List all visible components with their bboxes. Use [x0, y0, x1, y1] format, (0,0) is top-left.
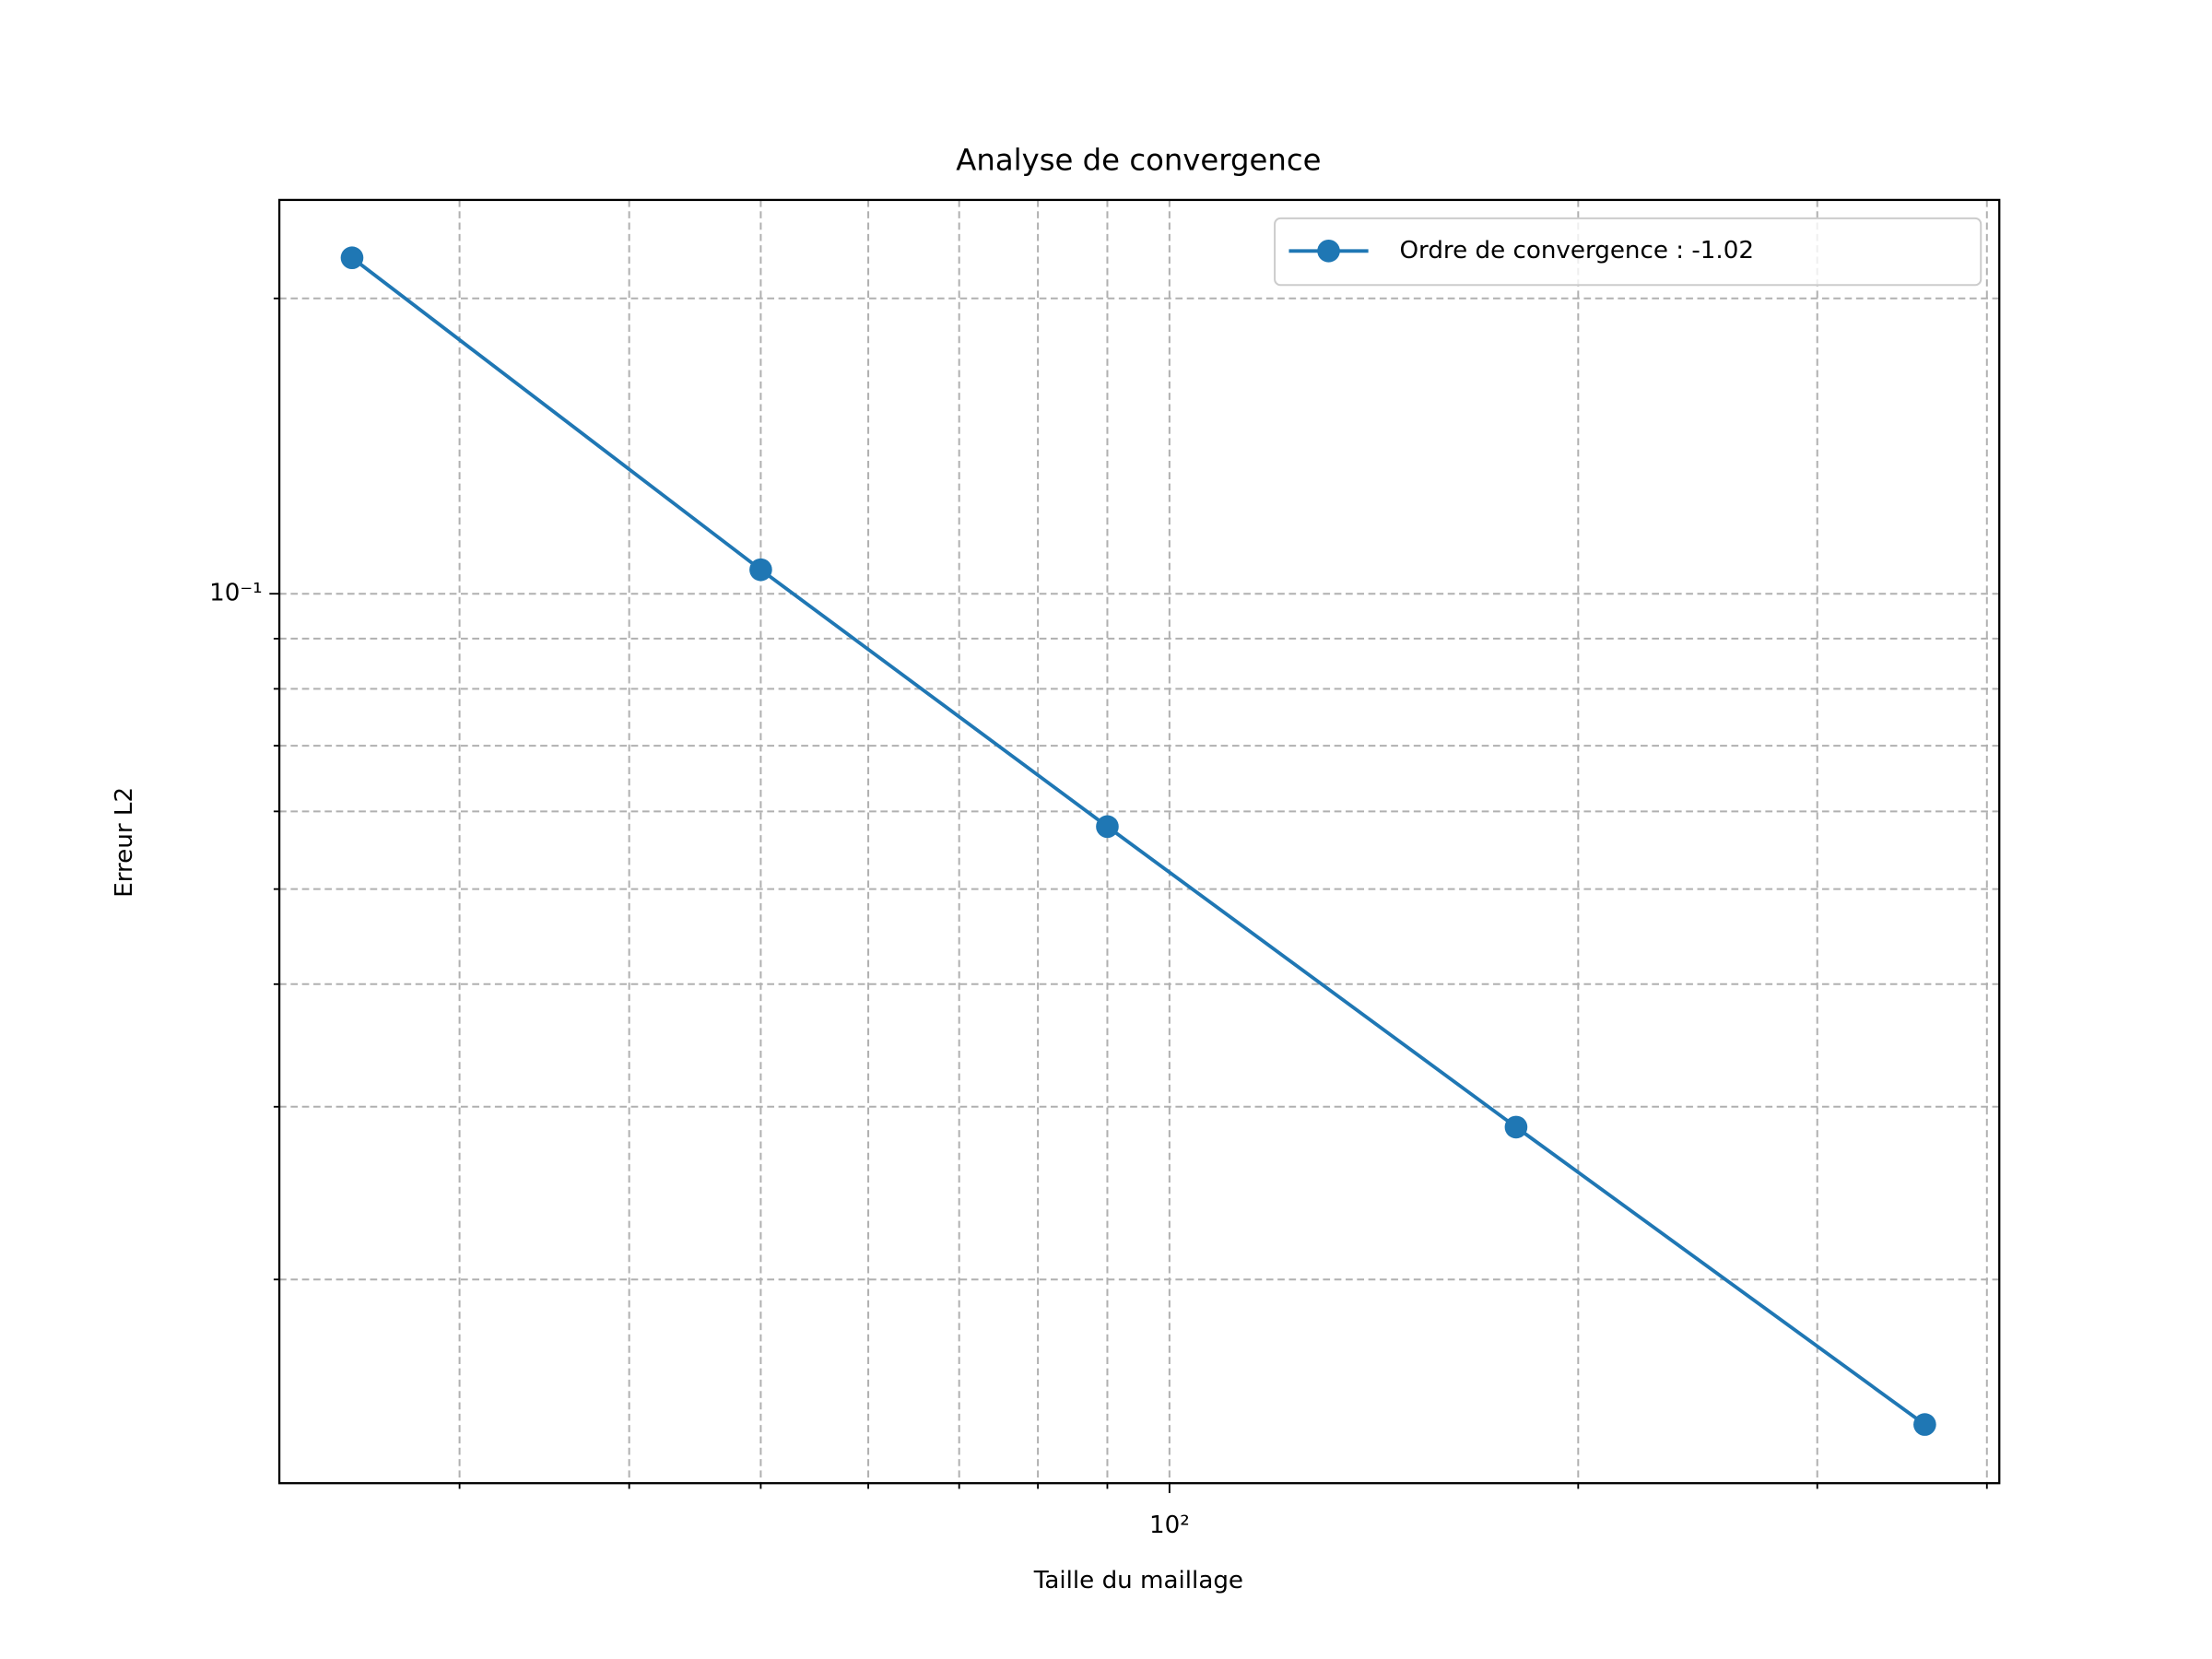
plot-area: 10² 10⁻¹ Ordre de convergence : -1.02 [209, 198, 2001, 1539]
chart-title: Analyse de convergence [956, 142, 1321, 177]
data-point [749, 558, 772, 582]
data-point [340, 246, 364, 270]
data-point [1504, 1115, 1528, 1139]
data-point [1913, 1413, 1936, 1436]
y-axis-label: Erreur L2 [111, 787, 138, 898]
plot-frame [277, 198, 2001, 1485]
legend: Ordre de convergence : -1.02 [1274, 217, 1983, 287]
legend-marker [1317, 240, 1340, 263]
legend-label: Ordre de convergence : -1.02 [1399, 237, 1754, 265]
y-tick-label: 10⁻¹ [209, 580, 263, 607]
legend-box [1274, 217, 1983, 287]
x-tick-label: 10² [1149, 1512, 1190, 1539]
data-point [1096, 815, 1119, 839]
x-axis-label: Taille du maillage [1033, 1567, 1243, 1594]
